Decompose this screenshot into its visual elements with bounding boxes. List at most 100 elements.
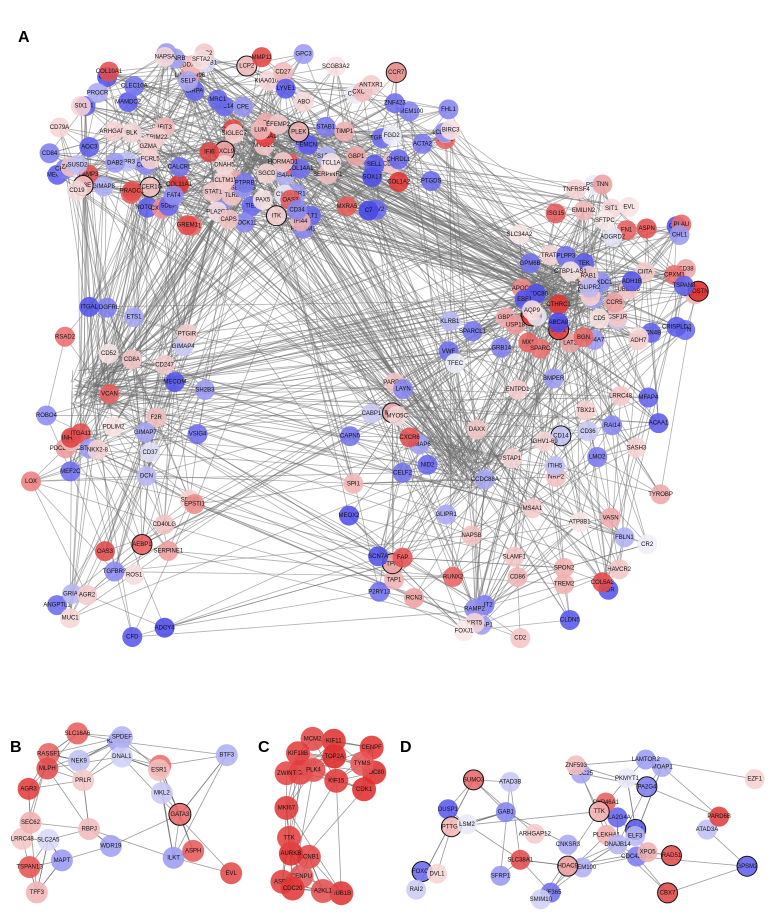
network-edge — [263, 121, 612, 209]
network-edge — [160, 754, 227, 767]
gene-node: SLC34A2 — [506, 224, 533, 245]
gene-node: EMILIN2 — [572, 200, 596, 221]
gene-node: TCL1A — [321, 152, 342, 173]
gene-node-circle — [505, 314, 526, 335]
gene-node: PTGIR — [176, 323, 197, 344]
network-edge — [484, 517, 611, 606]
gene-node-label: CD79A — [50, 125, 69, 131]
gene-node-label: SLC38A1 — [507, 857, 533, 863]
network-edge — [30, 481, 165, 525]
gene-node-circle — [491, 337, 512, 358]
gene-node-circle — [440, 119, 461, 140]
gene-node-label: PAX5 — [255, 198, 271, 204]
gene-node-label: BMPER — [543, 376, 565, 382]
gene-node-label: MCM2 — [304, 736, 322, 742]
network-edge — [570, 271, 648, 545]
gene-node-label: ZNF423 — [384, 101, 406, 107]
gene-node: SPON2 — [554, 557, 575, 578]
panel-B-nodes: RBPJRASSF1LRRC48WDR19NEK9KLHDC1BTF3SLC2A… — [11, 722, 243, 904]
network-edge — [466, 823, 521, 861]
network-edge — [600, 224, 682, 283]
gene-node: C7 — [358, 200, 379, 221]
gene-node-label: ASPN — [638, 226, 654, 232]
gene-node-label: MUC1 — [62, 616, 80, 622]
gene-node-circle — [504, 546, 525, 567]
gene-node: CCNB1 — [296, 844, 321, 869]
network-edge — [475, 521, 580, 611]
network-edge — [107, 74, 190, 78]
network-edge — [544, 441, 611, 519]
gene-node-label: CELF2 — [393, 470, 412, 476]
gene-node: BIRC3 — [440, 119, 461, 140]
gene-node-label: ANGPTL1 — [43, 603, 71, 609]
gene-node-label: BTF3 — [219, 753, 234, 759]
gene-node-circle — [98, 61, 119, 82]
network-edge — [307, 144, 469, 456]
gene-node: PROCR — [87, 82, 109, 103]
panel-label-B: B — [10, 739, 22, 756]
gene-node: GATA3 — [168, 802, 192, 826]
gene-node-label: VSIG4 — [189, 432, 207, 438]
gene-node-circle — [621, 271, 642, 292]
gene-node-label: SLC2A5 — [37, 837, 60, 843]
gene-node-label: P2RY13 — [368, 589, 391, 595]
gene-node-label: LAMP3 — [79, 172, 99, 178]
gene-node-circle — [274, 761, 299, 786]
gene-node-label: GRIA1 — [63, 592, 82, 598]
gene-node-circle — [251, 47, 272, 68]
gene-node: CLTM1 — [214, 170, 234, 191]
gene-node-circle — [604, 292, 625, 313]
gene-node: EZF1 — [744, 769, 765, 790]
gene-node-circle — [456, 814, 477, 835]
gene-node: GPM6B — [520, 253, 541, 274]
gene-node-label: LYVE1 — [277, 86, 296, 92]
gene-node-label: CFD — [126, 635, 139, 641]
gene-node-circle — [135, 422, 156, 443]
gene-node-circle — [296, 844, 321, 869]
gene-node-label: CD40LG — [153, 522, 177, 528]
gene-node: ATP8B1 — [569, 512, 591, 533]
gene-node: CD8A — [121, 349, 142, 370]
gene-node-circle — [439, 311, 460, 332]
network-edge — [448, 302, 615, 352]
gene-node-label: TSPAN13 — [16, 865, 43, 871]
network-edge — [197, 308, 554, 435]
gene-node-circle — [103, 121, 124, 142]
gene-node: CTHRC1 — [546, 294, 571, 315]
gene-node: SCGB3A2 — [322, 56, 350, 77]
gene-node-label: PTTG1 — [442, 824, 462, 830]
gene-node: PRLR — [72, 769, 95, 792]
gene-node: TIMP1 — [334, 121, 355, 142]
gene-node-circle — [453, 621, 474, 642]
gene-node-label: CCDC88A — [471, 477, 499, 483]
network-edge — [46, 415, 106, 552]
gene-node-label: LMO2 — [589, 455, 606, 461]
gene-node: SPI1 — [343, 473, 364, 494]
gene-node: ESR1 — [147, 759, 170, 782]
gene-node: PLK4 — [301, 757, 326, 782]
network-edge — [348, 515, 465, 632]
gene-node-circle — [79, 296, 100, 317]
gene-node-label: SLC34A2 — [506, 232, 532, 238]
gene-node-label: NAPSA — [155, 55, 175, 61]
network-edge — [543, 337, 584, 442]
gene-node-label: FAP — [397, 555, 408, 561]
gene-node-label: PTPRC — [382, 561, 403, 567]
gene-node-label: DVL1 — [429, 871, 445, 877]
gene-node: AGR3 — [17, 777, 40, 800]
gene-node-label: SPI1 — [347, 481, 361, 487]
gene-node: TNFRSF4 — [563, 179, 590, 200]
gene-node-label: ITIH5 — [548, 464, 563, 470]
gene-node-circle — [215, 744, 238, 767]
gene-node-circle — [164, 371, 185, 392]
gene-node-label: PA2G4 — [637, 784, 657, 790]
gene-node: ENTPD1 — [506, 379, 530, 400]
gene-node-label: MRC1 — [209, 97, 227, 103]
network-edge — [277, 137, 533, 509]
gene-node-circle — [592, 174, 613, 195]
gene-node-label: EVL — [623, 204, 635, 210]
gene-node: CDC20 — [280, 876, 305, 901]
gene-node: ITGAL — [79, 296, 100, 317]
gene-node: ASPH — [182, 839, 205, 862]
gene-node-circle — [154, 514, 175, 535]
